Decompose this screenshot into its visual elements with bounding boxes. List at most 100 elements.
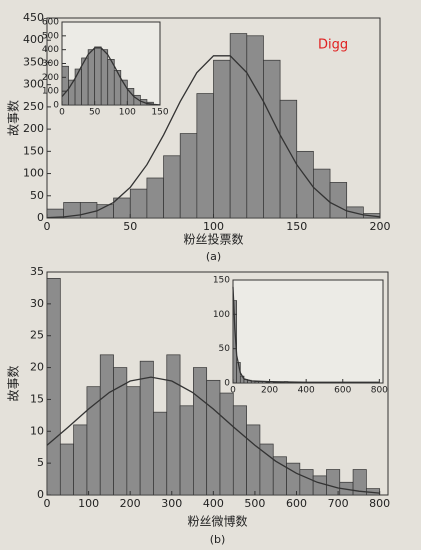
x-tick-label: 50 bbox=[89, 108, 101, 118]
caption: (b) bbox=[210, 533, 226, 546]
x-tick-label: 100 bbox=[78, 497, 99, 510]
x-tick-label: 200 bbox=[120, 497, 141, 510]
bar bbox=[329, 182, 348, 219]
bar bbox=[163, 155, 181, 219]
bar bbox=[61, 65, 69, 106]
x-tick-label: 200 bbox=[370, 220, 391, 233]
bar bbox=[299, 469, 314, 496]
bar bbox=[179, 133, 198, 219]
bar bbox=[254, 381, 259, 384]
fit-curve bbox=[232, 286, 380, 383]
bar bbox=[263, 59, 281, 219]
fit-curve bbox=[61, 47, 161, 106]
y-tick-label: 100 bbox=[213, 310, 230, 320]
y-tick-label: 5 bbox=[37, 456, 44, 469]
x-axis-label: 粉丝投票数 bbox=[183, 232, 243, 247]
bar bbox=[107, 58, 115, 106]
caption: (a) bbox=[206, 250, 221, 263]
fit-curve bbox=[46, 376, 380, 494]
bar bbox=[100, 49, 109, 106]
y-tick-label: 100 bbox=[42, 87, 59, 97]
y-tick-label: 300 bbox=[23, 78, 44, 91]
x-tick-label: 500 bbox=[244, 497, 265, 510]
plot-area bbox=[232, 279, 384, 384]
y-tick-label: 50 bbox=[30, 189, 44, 202]
bar bbox=[74, 68, 82, 106]
bar bbox=[86, 386, 101, 496]
x-tick-label: 700 bbox=[328, 497, 349, 510]
x-tick-label: 300 bbox=[161, 497, 182, 510]
x-tick-label: 0 bbox=[230, 386, 236, 396]
x-tick-label: 200 bbox=[261, 386, 278, 396]
y-tick-label: 0 bbox=[37, 211, 44, 224]
y-tick-label: 0 bbox=[224, 379, 230, 389]
y-tick-label: 200 bbox=[23, 122, 44, 135]
bar bbox=[246, 424, 261, 496]
bar bbox=[99, 354, 114, 496]
bar bbox=[153, 411, 168, 496]
x-tick-label: 600 bbox=[286, 497, 307, 510]
x-tick-label: 600 bbox=[334, 386, 351, 396]
x-tick-label: 150 bbox=[151, 108, 168, 118]
y-tick-label: 15 bbox=[30, 392, 44, 405]
bar bbox=[352, 469, 367, 496]
bar bbox=[232, 405, 247, 496]
y-tick-label: 100 bbox=[23, 167, 44, 180]
bar bbox=[94, 46, 102, 106]
bar bbox=[213, 59, 231, 219]
bar bbox=[166, 354, 181, 496]
y-tick-label: 25 bbox=[30, 329, 44, 342]
y-tick-label: 350 bbox=[23, 55, 44, 68]
bar bbox=[73, 424, 88, 496]
y-tick-label: 500 bbox=[42, 31, 59, 41]
bar bbox=[219, 392, 234, 496]
x-tick-label: 0 bbox=[59, 108, 65, 118]
bar bbox=[146, 177, 164, 219]
x-tick-label: 50 bbox=[123, 220, 137, 233]
x-tick-label: 400 bbox=[298, 386, 315, 396]
y-tick-label: 30 bbox=[30, 297, 44, 310]
bar bbox=[312, 475, 327, 496]
x-axis-label: 粉丝微博数 bbox=[187, 514, 247, 529]
fit-curve bbox=[46, 55, 381, 219]
x-tick-label: 400 bbox=[203, 497, 224, 510]
y-tick-label: 0 bbox=[37, 488, 44, 501]
bar bbox=[259, 443, 274, 496]
bar bbox=[246, 35, 264, 219]
y-axis-label: 故事数 bbox=[6, 100, 21, 136]
bar bbox=[193, 367, 208, 496]
y-tick-label: 300 bbox=[42, 59, 59, 69]
bar bbox=[129, 188, 148, 219]
bar bbox=[46, 278, 61, 496]
bar bbox=[139, 360, 154, 496]
bar bbox=[126, 386, 141, 496]
y-tick-label: 10 bbox=[30, 424, 44, 437]
bar bbox=[196, 93, 214, 219]
y-tick-label: 150 bbox=[23, 144, 44, 157]
y-tick-label: 150 bbox=[213, 276, 230, 286]
y-tick-label: 450 bbox=[23, 11, 44, 24]
y-tick-label: 400 bbox=[42, 45, 59, 55]
x-tick-label: 150 bbox=[286, 220, 307, 233]
bar bbox=[179, 405, 194, 496]
bar bbox=[59, 443, 74, 496]
y-tick-label: 20 bbox=[30, 361, 44, 374]
bar bbox=[79, 202, 98, 219]
y-axis-label: 故事数 bbox=[6, 365, 21, 401]
x-tick-label: 800 bbox=[369, 497, 390, 510]
bar bbox=[229, 33, 248, 219]
y-tick-label: 50 bbox=[219, 344, 231, 354]
x-tick-label: 100 bbox=[203, 220, 224, 233]
y-tick-label: 600 bbox=[42, 18, 59, 28]
x-tick-label: 0 bbox=[44, 220, 51, 233]
y-tick-label: 200 bbox=[42, 73, 59, 83]
y-tick-label: 0 bbox=[53, 101, 59, 111]
bar bbox=[272, 381, 278, 384]
x-tick-label: 0 bbox=[44, 497, 51, 510]
y-tick-label: 35 bbox=[30, 265, 44, 278]
annotation: Digg bbox=[318, 38, 348, 53]
y-tick-label: 250 bbox=[23, 100, 44, 113]
bar bbox=[206, 379, 221, 496]
bar bbox=[313, 168, 331, 219]
